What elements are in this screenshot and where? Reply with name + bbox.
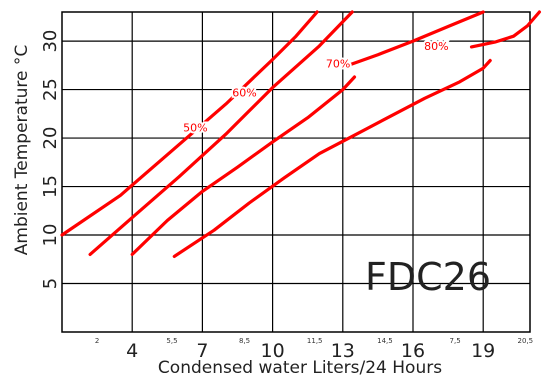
curves [60,10,541,258]
x-tick-label: 13 [331,340,355,362]
y-axis-label: Ambient Temperature °C [12,45,32,255]
tick-labels: 4 7 10 13 16 19 5 10 15 20 25 30 2 5,5 8,5 11,5 14,5 7,5 2… [40,30,533,362]
curve-label-halo: 70% [326,57,350,70]
x-tick-label: 16 [401,340,425,362]
x-tick-label: 10 [261,340,285,362]
curve-label: 60% [232,86,256,99]
curve-line [172,58,492,258]
x-minor-tick-label: 2 [95,337,99,345]
curve-line [341,10,485,69]
x-minor-tick-label: 5,5 [166,337,177,345]
plot-frame [61,11,531,333]
y-tick-label: 15 [40,175,61,198]
y-tick-label: 10 [40,224,61,247]
curve-labels: 50%50%60%60%70%70%80%80% [181,38,450,136]
x-minor-tick-label: 14,5 [377,337,393,345]
y-tick-label: 5 [40,278,61,289]
x-tick-label: 7 [196,340,208,362]
curve-label-halo: 50% [183,121,207,134]
x-minor-tick-label: 20,5 [518,337,534,345]
curve-label-halo: 60% [232,86,256,99]
x-minor-tick-label: 7,5 [450,337,461,345]
model-stamp: FDC26 [365,255,491,299]
x-axis-label: Condensed water Liters/24 Hours [158,358,442,378]
curve-label: 70% [326,57,350,70]
x-minor-tick-label: 11,5 [307,337,323,345]
curve-line [60,10,319,237]
y-tick-label: 25 [40,78,61,101]
curve-label: 80% [424,40,448,53]
x-tick-label: 4 [126,340,138,362]
grid [61,11,531,333]
curve-label: 50% [183,121,207,134]
curve-line [88,10,354,256]
y-tick-label: 20 [40,127,61,150]
x-minor-tick-label: 8,5 [239,337,250,345]
curve-line [469,10,541,49]
y-tick-label: 30 [40,30,61,53]
curve-line [130,75,357,256]
curve-label-halo: 80% [424,40,448,53]
x-tick-label: 19 [471,340,495,362]
